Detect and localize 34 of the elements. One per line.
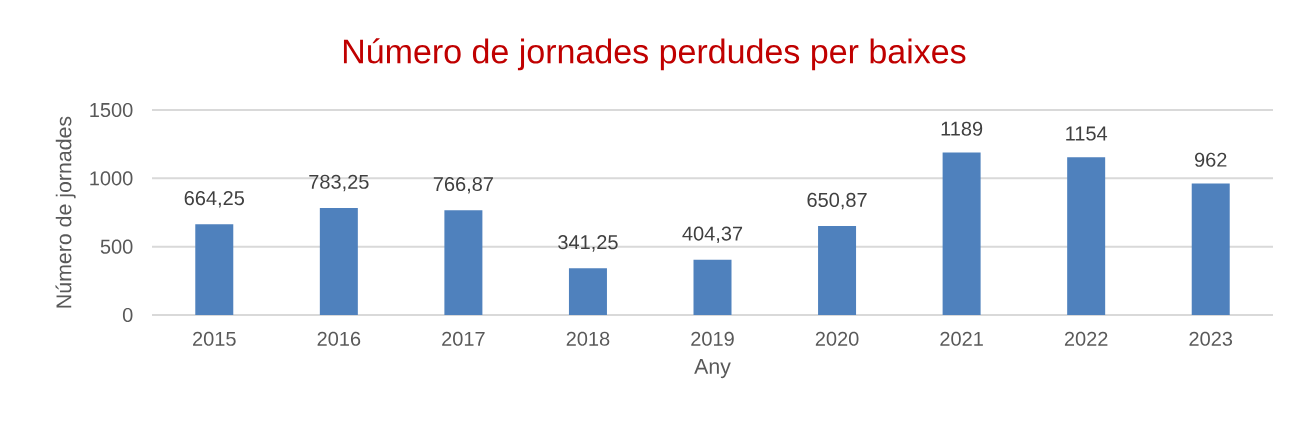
x-tick-label: 2016 <box>317 331 361 346</box>
data-label: 766,87 <box>433 176 493 194</box>
bar <box>942 152 981 315</box>
data-label: 783,25 <box>309 174 369 192</box>
x-axis-title: Any <box>694 359 731 379</box>
x-tick-label: 2019 <box>691 331 734 346</box>
bar <box>568 268 607 315</box>
bar <box>1067 157 1106 315</box>
data-label: 1189 <box>941 121 983 136</box>
data-label: 962 <box>1194 152 1227 167</box>
bar <box>444 210 483 315</box>
x-tick-label: 2023 <box>1189 331 1233 346</box>
bar <box>195 224 234 315</box>
y-tick-label: 1500 <box>90 102 133 118</box>
x-tick-label: 2018 <box>566 331 610 346</box>
x-tick-label: 2021 <box>940 331 983 346</box>
x-tick-label: 2015 <box>193 331 236 346</box>
y-axis-title: Número de jornades <box>55 116 76 308</box>
data-label: 664,25 <box>184 190 245 208</box>
data-label: 404,37 <box>682 226 743 244</box>
bar <box>1191 183 1230 315</box>
x-tick-label: 2020 <box>815 331 859 346</box>
x-tick-label: 2017 <box>442 331 485 346</box>
y-tick-label: 0 <box>122 307 133 323</box>
x-tick-label: 2022 <box>1064 331 1108 346</box>
bar <box>693 259 732 315</box>
y-tick-label: 500 <box>100 239 133 254</box>
data-label: 650,87 <box>807 192 867 210</box>
y-tick-label: 1000 <box>90 171 133 186</box>
bar <box>818 226 857 315</box>
data-label: 341,25 <box>558 235 618 252</box>
bar <box>319 207 358 315</box>
chart-title: Número de jornades perdudes per baixes <box>343 38 966 71</box>
data-label: 1154 <box>1066 126 1108 141</box>
